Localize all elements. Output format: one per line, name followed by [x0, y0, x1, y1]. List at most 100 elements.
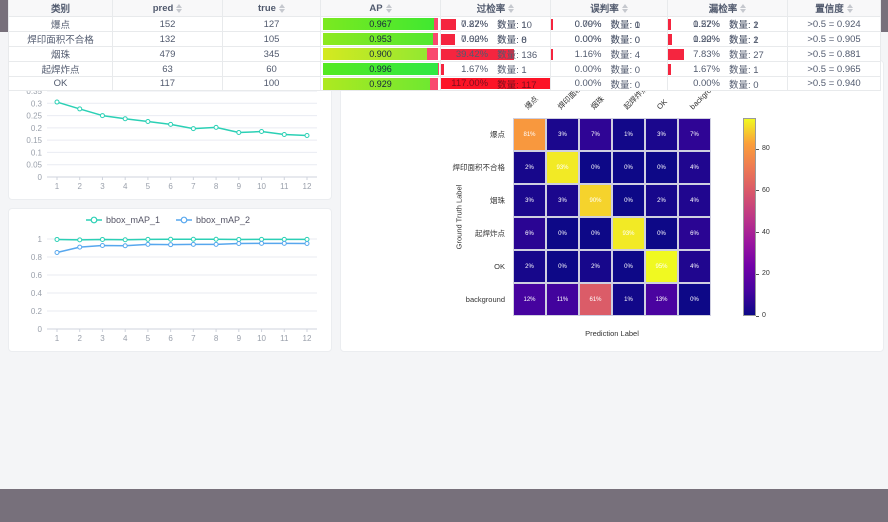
x-tick-label: 11 [280, 182, 289, 191]
cell-ap: 0.996 [320, 61, 441, 77]
sort-icon[interactable] [740, 3, 747, 13]
y-tick-label: 0.8 [31, 253, 43, 262]
y-tick-label: 0.25 [26, 112, 42, 121]
legend-label: bbox_mAP_2 [196, 215, 250, 225]
rate-value: 0.00% [574, 33, 602, 45]
matrix-y-axis-label: Ground Truth Label [454, 184, 464, 250]
ap-bar: 0.967 [323, 18, 438, 30]
x-tick-label: 9 [237, 334, 242, 343]
colorbar-tick-label: 0 [762, 312, 766, 319]
legend-item-bbox_mAP_1[interactable]: bbox_mAP_1 [86, 215, 160, 225]
colorbar-tick-label: 80 [762, 145, 770, 153]
rate-value: 1.67% [693, 63, 720, 75]
sort-icon[interactable] [508, 3, 515, 13]
rate-bar-cell: 0.00% 数量: 0 [669, 78, 787, 90]
ap-bar-green [323, 33, 433, 45]
legend-item-bbox_mAP_2[interactable]: bbox_mAP_2 [176, 215, 250, 225]
column-header-label: 类别 [50, 4, 70, 15]
rate-bar-cell: 7.87% 数量: 10 [441, 18, 550, 31]
rate-value: 1.16% [574, 48, 602, 60]
data-point [213, 236, 219, 242]
matrix-column-label: 爆点 [522, 94, 540, 112]
cell-over-rate: 7.62% 数量: 8 [440, 31, 551, 47]
rate-bar-cell: 7.62% 数量: 8 [441, 33, 550, 46]
matrix-cell: 93% [612, 217, 645, 250]
data-point [168, 121, 174, 127]
column-header-过检率[interactable]: 过检率 [440, 0, 551, 17]
matrix-cell: 7% [678, 118, 711, 151]
data-point [122, 237, 128, 243]
ap-bar-green [323, 63, 438, 75]
matrix-cell: 4% [678, 151, 711, 184]
rate-count: 数量: 10 [497, 20, 532, 31]
column-header-AP[interactable]: AP [320, 0, 441, 17]
sort-icon[interactable] [385, 3, 392, 13]
cell-pred: 132 [112, 31, 223, 47]
cell-confidence: >0.5 = 0.924 [787, 16, 881, 32]
sort-icon[interactable] [278, 3, 285, 13]
sort-icon[interactable] [621, 3, 628, 13]
column-header-label: 误判率 [590, 4, 619, 15]
rate-bar-cell: 1.67% 数量: 1 [441, 63, 550, 76]
cell-miss-rate: 1.90% 数量: 2 [667, 31, 788, 47]
ap-value: 0.967 [369, 19, 392, 29]
rate-value: 0.00% [574, 63, 602, 75]
matrix-row-label: 起焊炸点 [475, 228, 505, 238]
rate-value: 1.90% [693, 33, 720, 45]
matrix-cell: 2% [513, 250, 546, 283]
column-header-true[interactable]: true [222, 0, 321, 17]
rate-value: 0.00% [574, 33, 602, 45]
x-tick-label: 10 [257, 182, 266, 191]
cell-confidence: >0.5 = 0.905 [787, 31, 881, 47]
cell-over-rate: 39.42% 数量: 136 [440, 46, 551, 62]
data-point [281, 236, 287, 242]
cell-pred: 479 [112, 46, 223, 62]
x-tick-label: 7 [191, 182, 196, 191]
cell-ap: 0.929 [320, 76, 441, 91]
data-point [190, 126, 196, 132]
column-header-类别: 类别 [8, 0, 113, 17]
cell-misjudge-rate: 0.00% 数量: 0 [550, 61, 668, 77]
column-header-置信度[interactable]: 置信度 [787, 0, 881, 17]
data-point [236, 130, 242, 136]
y-tick-label: 0.1 [31, 148, 43, 157]
data-point [213, 124, 219, 130]
data-point [304, 132, 310, 138]
rate-value: 0.00% [574, 18, 602, 30]
rate-count: 数量: 117 [497, 79, 537, 91]
rate-bar [668, 18, 672, 30]
sort-icon[interactable] [176, 3, 183, 13]
x-tick-label: 2 [78, 334, 83, 343]
column-header-误判率[interactable]: 误判率 [550, 0, 668, 17]
matrix-cell: 0% [579, 151, 612, 184]
rate-value: 39.42% [455, 48, 489, 60]
table-row: 焊印面积不合格 132 105 0.953 7.62% 数量: 8 0.00% 数量… [8, 31, 881, 47]
rate-count: 数量: 2 [729, 35, 759, 46]
data-point [259, 236, 265, 242]
ap-bar: 0.953 [323, 33, 438, 45]
matrix-row-label: OK [494, 261, 505, 271]
colorbar-tick-label: 40 [762, 228, 770, 236]
cell-pred: 152 [112, 16, 223, 32]
rate-count: 数量: 8 [497, 35, 527, 46]
cell-confidence: >0.5 = 0.965 [787, 61, 881, 77]
matrix-row-label: 爆点 [490, 129, 505, 139]
rate-bar [441, 48, 515, 60]
data-point [54, 250, 60, 255]
x-tick-label: 12 [303, 182, 312, 191]
cell-true: 105 [222, 31, 321, 47]
column-header-漏检率[interactable]: 漏检率 [667, 0, 788, 17]
column-header-pred[interactable]: pred [112, 0, 223, 17]
x-tick-label: 6 [168, 182, 173, 191]
cell-miss-rate: 1.67% 数量: 1 [667, 61, 788, 77]
matrix-cell: 0% [645, 151, 678, 184]
rate-value: 7.87% [461, 18, 489, 30]
matrix-cell: 11% [546, 283, 579, 316]
x-tick-label: 1 [55, 334, 60, 343]
data-point [122, 116, 128, 122]
sort-icon[interactable] [846, 3, 853, 13]
data-point [99, 242, 105, 248]
matrix-cell: 0% [678, 283, 711, 316]
cell-misjudge-rate: 0.00% 数量: 0 [550, 76, 668, 91]
